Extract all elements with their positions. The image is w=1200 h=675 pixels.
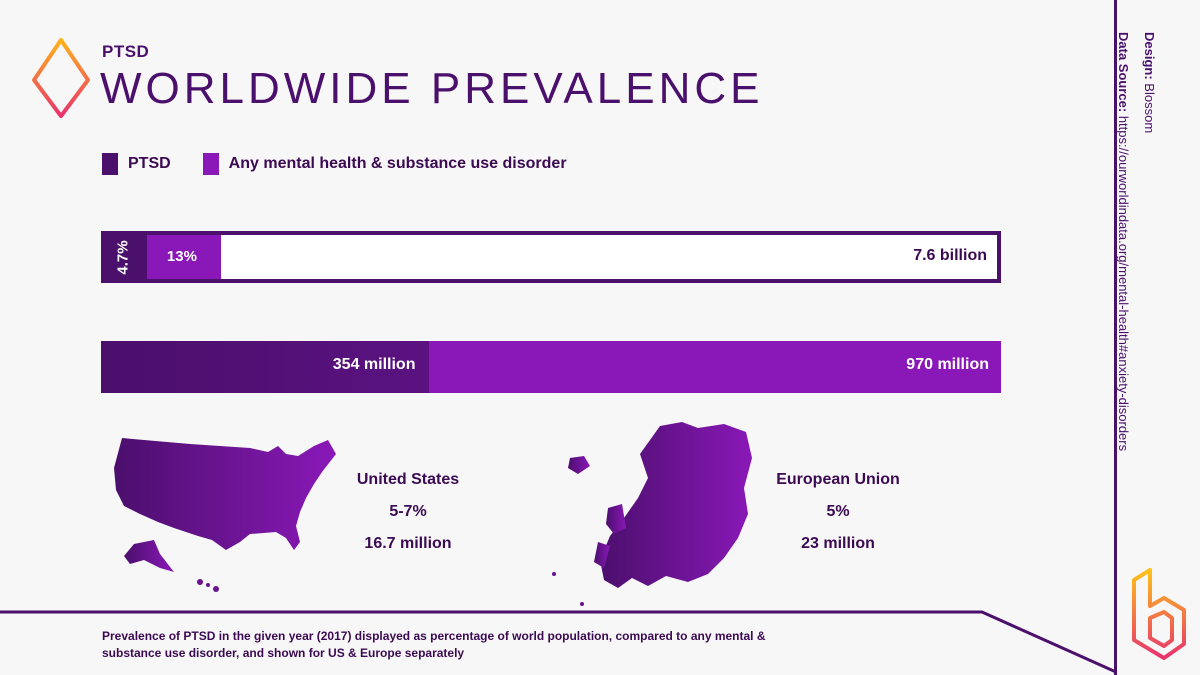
right-divider [1114, 0, 1117, 675]
credits: Design: Blossom Data Source: https://our… [1110, 32, 1162, 451]
legend-swatch-ptsd [102, 153, 118, 175]
legend-item-any-disorder: Any mental health & substance use disord… [202, 153, 567, 175]
bar-label-ptsd-absolute: 354 million [332, 356, 416, 373]
blossom-logo-icon [1132, 568, 1186, 660]
population-bar: 4.7% 13% 7.6 billion [101, 231, 1001, 283]
credits-design-value: Blossom [1142, 83, 1157, 134]
absolute-bar: 354 million 970 million [101, 341, 1001, 393]
footer-divider [0, 610, 1117, 674]
footer-note: Prevalence of PTSD in the given year (20… [102, 629, 766, 660]
credits-source-value: https://ourworldindata.org/mental-health… [1116, 115, 1131, 452]
europe-map [552, 422, 752, 606]
bar-segment-any-disorder-percent [146, 235, 221, 279]
bar-segment-ptsd-percent [105, 235, 147, 279]
region-us-percent: 5-7% [389, 503, 427, 520]
region-us-name: United States [356, 471, 460, 488]
legend: PTSD Any mental health & substance use d… [102, 153, 599, 175]
credits-source: Data Source: https://ourworldindata.org/… [1110, 32, 1136, 451]
region-eu-percent: 5% [826, 503, 850, 520]
bar-label-world-population: 7.6 billion [913, 247, 987, 264]
page-title: WORLDWIDE PREVALENCE [100, 64, 764, 113]
credits-design: Design: Blossom [1136, 32, 1162, 451]
bar-label-any-disorder-absolute: 970 million [906, 356, 989, 373]
region-eu-name: European Union [776, 471, 900, 488]
legend-label-any-disorder: Any mental health & substance use disord… [228, 155, 567, 172]
legend-swatch-any-disorder [202, 153, 219, 175]
credits-design-label: Design: [1142, 32, 1157, 80]
bar-label-any-disorder-percent: 13% [166, 248, 197, 265]
diamond-logo-icon [32, 38, 90, 118]
region-eu-people: 23 million [801, 535, 875, 552]
bar-label-ptsd-percent: 4.7% [114, 240, 132, 275]
region-eu: European Union 5% 23 million [762, 471, 914, 553]
page-subtitle: PTSD [102, 42, 150, 61]
usa-map [114, 438, 336, 592]
credits-source-label: Data Source: [1116, 32, 1131, 113]
region-us: United States 5-7% 16.7 million [330, 471, 486, 553]
region-us-people: 16.7 million [364, 535, 452, 552]
legend-item-ptsd: PTSD [102, 153, 171, 175]
bar-segment-any-disorder-absolute [429, 341, 1001, 393]
bar-segment-ptsd-absolute [101, 341, 430, 393]
legend-label-ptsd: PTSD [128, 155, 171, 172]
